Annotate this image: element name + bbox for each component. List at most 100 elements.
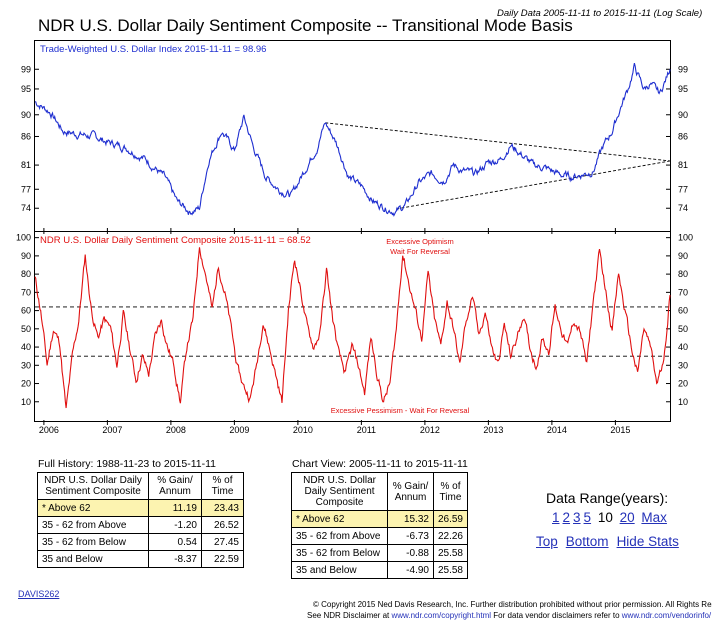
table-row: 35 and Below -4.90 25.58 xyxy=(290,561,469,579)
range-10-year-selected: 10 xyxy=(597,510,613,525)
gain-cell: 0.54 xyxy=(148,533,202,551)
x-tick-label: 2011 xyxy=(357,425,376,435)
time-cell: 25.58 xyxy=(432,544,469,562)
copyright-link[interactable]: www.ndr.com/copyright.html xyxy=(391,611,492,620)
range-2-year-link[interactable]: 2 xyxy=(562,510,571,525)
range-5-year-link[interactable]: 5 xyxy=(583,510,592,525)
y-tick-label: 30 xyxy=(21,360,31,370)
bottom-link[interactable]: Bottom xyxy=(565,534,609,549)
data-range-note: Daily Data 2005-11-11 to 2015-11-11 (Log… xyxy=(497,8,703,19)
y-tick-label: 74 xyxy=(678,203,688,213)
table-row: 35 - 62 from Above -6.73 22.26 xyxy=(290,527,469,545)
gain-cell: -1.20 xyxy=(148,516,202,534)
x-tick-label: 2013 xyxy=(483,425,503,435)
y-tick-label: 90 xyxy=(21,251,31,261)
row-label: * Above 62 xyxy=(290,510,389,528)
full-history-heading: Full History: 1988-11-23 to 2015-11-11 xyxy=(38,458,217,470)
y-tick-label: 90 xyxy=(678,251,688,261)
gain-cell: -4.90 xyxy=(387,561,434,579)
time-cell: 23.43 xyxy=(201,499,244,517)
row-label: 35 and Below xyxy=(37,550,149,568)
copyright-notice: © Copyright 2015 Ned Davis Research, Inc… xyxy=(313,600,712,609)
y-tick-label: 99 xyxy=(21,64,31,74)
column-header: % of Time xyxy=(201,472,244,500)
disclaimer-text: See NDR Disclaimer at xyxy=(307,611,392,620)
annotation-wait-for-reversal-top: Wait For Reversal xyxy=(390,247,450,256)
x-tick-label: 2014 xyxy=(547,425,567,435)
y-tick-label: 80 xyxy=(678,269,688,279)
column-header: NDR U.S. Dollar Daily Sentiment Composit… xyxy=(290,472,389,511)
trendlines xyxy=(325,122,671,210)
chart-view-heading: Chart View: 2005-11-11 to 2015-11-11 xyxy=(292,458,468,470)
sentiment-series-line xyxy=(34,247,671,409)
y-tick-label: 99 xyxy=(678,64,688,74)
vendor-info-link[interactable]: www.ndr.com/vendorinfo/ xyxy=(621,611,712,620)
annotation-excessive-optimism: Excessive Optimism xyxy=(386,237,454,246)
gain-cell: -8.37 xyxy=(148,550,202,568)
x-tick-label: 2008 xyxy=(166,425,186,435)
annotation-excessive-pessimism: Excessive Pessimism - Wait For Reversal xyxy=(331,406,470,415)
y-tick-label: 10 xyxy=(678,397,688,407)
x-tick-label: 2006 xyxy=(39,425,59,435)
row-label: 35 - 62 from Below xyxy=(290,544,389,562)
table-header-row: NDR U.S. Dollar Daily Sentiment Composit… xyxy=(290,472,469,511)
table-row: 35 and Below -8.37 22.59 xyxy=(37,550,244,568)
page-nav-links: Top Bottom Hide Stats xyxy=(536,534,687,549)
chart-id-link[interactable]: DAVIS262 xyxy=(18,589,60,599)
gain-cell: 11.19 xyxy=(148,499,202,517)
usd-index-series-line xyxy=(34,62,671,217)
table-header-row: NDR U.S. Dollar Daily Sentiment Composit… xyxy=(37,472,244,500)
usd-index-ticks: 74 74 77 77 81 81 86 86 90 90 95 95 99 99 xyxy=(21,64,688,213)
y-tick-label: 77 xyxy=(21,184,31,194)
disclaimer-text: For data vendor disclaimers refer to xyxy=(491,611,622,620)
y-tick-label: 30 xyxy=(678,360,688,370)
y-tick-label: 40 xyxy=(678,342,688,352)
trendline xyxy=(325,122,671,162)
range-1-year-link[interactable]: 1 xyxy=(552,510,560,525)
y-tick-label: 86 xyxy=(678,131,688,141)
time-cell: 26.52 xyxy=(201,516,244,534)
range-3-year-link[interactable]: 3 xyxy=(573,510,581,525)
x-tick-label: 2015 xyxy=(610,425,630,435)
top-link[interactable]: Top xyxy=(536,534,558,549)
y-tick-label: 100 xyxy=(678,233,693,243)
hide-stats-link[interactable]: Hide Stats xyxy=(616,534,679,549)
y-tick-label: 95 xyxy=(678,84,688,94)
sentiment-ticks: 10 10 20 20 30 30 40 40 50 50 60 60 70 70 80 80 90 90 100 1… xyxy=(16,233,693,407)
x-tick-label: 2009 xyxy=(229,425,249,435)
y-tick-label: 81 xyxy=(678,160,688,170)
data-range-title: Data Range(years): xyxy=(546,490,669,506)
table-row: 35 - 62 from Below 0.54 27.45 xyxy=(37,533,244,551)
table-row: * Above 62 15.32 26.59 xyxy=(290,510,469,528)
table-row: 35 - 62 from Above -1.20 26.52 xyxy=(37,516,244,534)
full-history-stats-table: NDR U.S. Dollar Daily Sentiment Composit… xyxy=(37,472,244,568)
y-tick-label: 20 xyxy=(678,379,688,389)
usd-index-panel-frame xyxy=(34,40,671,232)
y-tick-label: 74 xyxy=(21,203,31,213)
sentiment-panel-title: NDR U.S. Dollar Daily Sentiment Composit… xyxy=(40,235,311,246)
row-label: 35 - 62 from Above xyxy=(37,516,149,534)
y-tick-label: 70 xyxy=(21,287,31,297)
row-label: 35 - 62 from Above xyxy=(290,527,389,545)
y-tick-label: 20 xyxy=(21,379,31,389)
gain-cell: -6.73 xyxy=(387,527,434,545)
disclaimer-line: See NDR Disclaimer at www.ndr.com/copyri… xyxy=(307,611,711,620)
y-tick-label: 50 xyxy=(21,324,31,334)
y-tick-label: 77 xyxy=(678,184,688,194)
y-tick-label: 80 xyxy=(21,269,31,279)
row-label: 35 and Below xyxy=(290,561,389,579)
y-tick-label: 95 xyxy=(21,84,31,94)
gain-cell: -0.88 xyxy=(387,544,434,562)
y-tick-label: 40 xyxy=(21,342,31,352)
range-20-year-link[interactable]: 20 xyxy=(619,510,635,525)
chart-view-stats-table: NDR U.S. Dollar Daily Sentiment Composit… xyxy=(290,472,469,579)
column-header: % Gain/ Annum xyxy=(148,472,202,500)
y-tick-label: 90 xyxy=(678,110,688,120)
y-tick-label: 10 xyxy=(21,397,31,407)
y-tick-label: 60 xyxy=(21,306,31,316)
x-tick-label: 2010 xyxy=(293,425,313,435)
y-tick-label: 60 xyxy=(678,306,688,316)
range-max-link[interactable]: Max xyxy=(641,510,667,525)
row-label: * Above 62 xyxy=(37,499,149,517)
